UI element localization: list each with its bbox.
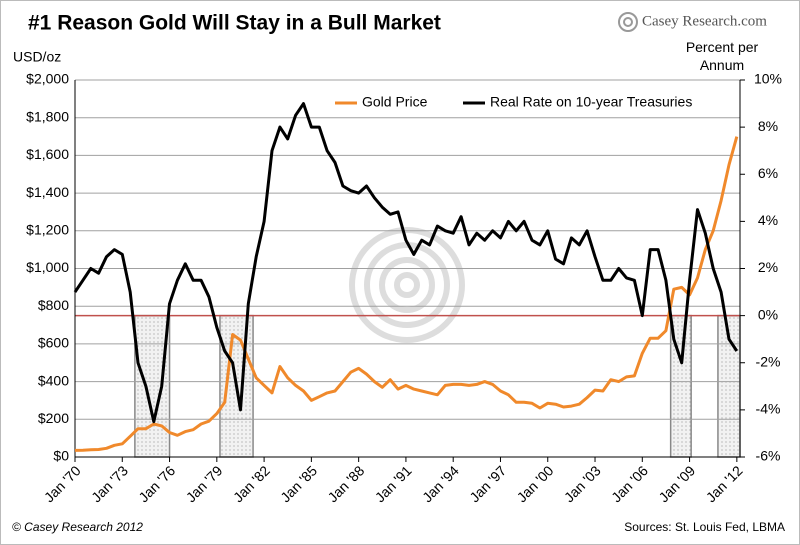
watermark <box>349 227 465 343</box>
y2-tick-label: 8% <box>758 118 778 134</box>
footer-right: Sources: St. Louis Fed, LBMA <box>624 520 785 534</box>
y2-tick-label: -2% <box>756 353 781 369</box>
y-axis-label: USD/oz <box>13 49 61 65</box>
data-line <box>73 102 739 424</box>
y2-axis-label: Percent per Annum <box>685 39 759 73</box>
y-tick-label: $1,800 <box>26 108 69 124</box>
y-tick-label: $0 <box>53 448 69 464</box>
y2-tick-label: 6% <box>758 165 778 181</box>
logo-text: Casey Research.com <box>642 13 767 29</box>
y-tick-label: $400 <box>38 372 69 388</box>
y2-label-box: Percent per Annum <box>685 39 759 73</box>
y2-tick-label: 4% <box>758 212 778 228</box>
y-tick-label: $1,000 <box>26 259 69 275</box>
y2-tick-label: 2% <box>758 259 778 275</box>
legend-label: Gold Price <box>362 94 428 110</box>
y-tick-label: $1,200 <box>26 222 69 238</box>
data-line <box>74 136 739 452</box>
y-tick-label: $200 <box>38 410 69 426</box>
y2-tick-label: 10% <box>754 71 782 87</box>
legend-label: Real Rate on 10-year Treasuries <box>490 94 692 110</box>
y2-tick-label: -6% <box>756 448 781 464</box>
footer-left: © Casey Research 2012 <box>12 520 143 534</box>
y-tick-label: $600 <box>38 335 69 351</box>
y-tick-label: $800 <box>38 297 69 313</box>
y-tick-label: $2,000 <box>26 71 69 87</box>
y-tick-label: $1,600 <box>26 146 69 162</box>
y2-tick-label: 0% <box>758 306 778 322</box>
y2-tick-label: -4% <box>756 401 781 417</box>
logo: Casey Research.com <box>618 12 767 32</box>
shaded-period <box>134 314 171 458</box>
y-tick-label: $1,400 <box>26 184 69 200</box>
chart-title: #1 Reason Gold Will Stay in a Bull Marke… <box>28 12 441 35</box>
